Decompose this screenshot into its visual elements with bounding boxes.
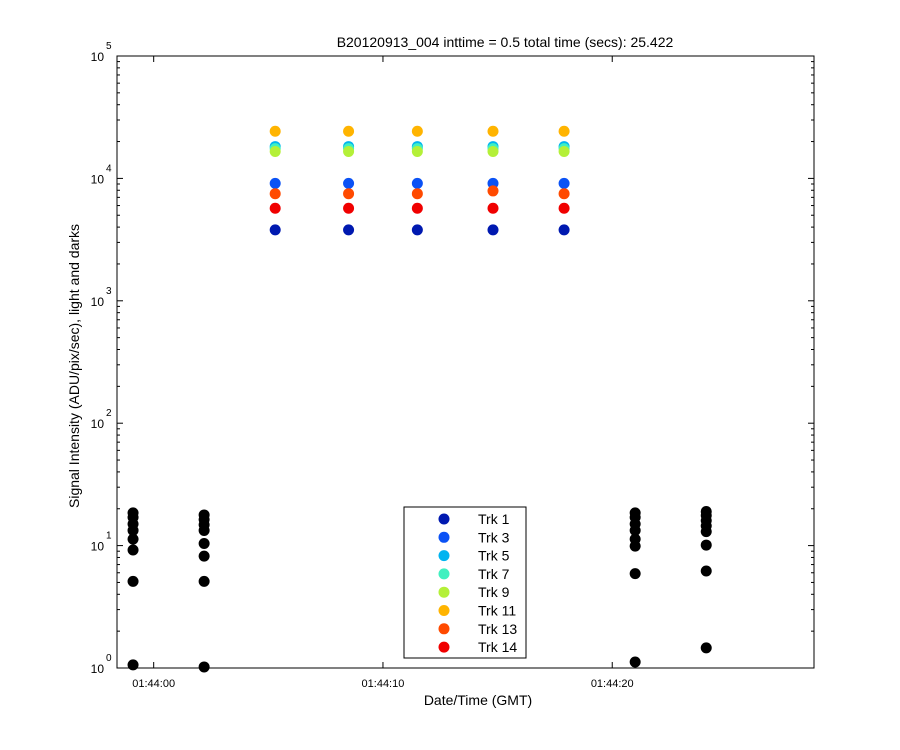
x-tick-label: 01:44:00 [132, 678, 175, 690]
data-point [487, 224, 499, 236]
data-points [127, 125, 712, 673]
data-point [343, 125, 355, 137]
legend-marker [438, 531, 450, 543]
chart-title: B20120913_004 inttime = 0.5 total time (… [337, 34, 674, 50]
data-point [343, 202, 355, 214]
y-tick-label-exponent: 2 [106, 408, 112, 419]
data-point [411, 177, 423, 189]
data-point [343, 224, 355, 236]
dark-data-point [127, 575, 139, 587]
y-axis-label: Signal Intensity (ADU/pix/sec), light an… [66, 224, 82, 508]
legend-label: Trk 14 [478, 639, 517, 655]
y-tick-label-base: 10 [91, 540, 105, 554]
dark-data-point [700, 642, 712, 654]
data-point [487, 177, 499, 189]
data-point [269, 224, 281, 236]
data-point [411, 188, 423, 200]
data-point [558, 125, 570, 137]
data-point [411, 125, 423, 137]
y-tick-label-base: 10 [91, 662, 105, 676]
legend-label: Trk 9 [478, 584, 510, 600]
dark-data-point [198, 661, 210, 673]
y-tick-label-base: 10 [91, 417, 105, 431]
legend-box [403, 506, 527, 659]
dark-data-point [127, 533, 139, 545]
dark-data-point [629, 568, 641, 580]
y-tick-label-exponent: 4 [106, 163, 112, 174]
legend-marker [438, 550, 450, 562]
legend-label: Trk 13 [478, 621, 517, 637]
dark-data-point [127, 659, 139, 671]
data-point [411, 145, 423, 157]
dark-data-point [127, 544, 139, 556]
dark-data-point [700, 526, 712, 538]
data-point [487, 145, 499, 157]
data-point [343, 188, 355, 200]
data-point [343, 177, 355, 189]
data-point [487, 185, 499, 197]
legend: Trk 1 Trk 3 Trk 5 Trk 7 Trk 9 Trk 11 Trk 13 Trk… [403, 506, 527, 659]
dark-data-point [127, 524, 139, 536]
x-tick-label: 01:44:10 [362, 678, 405, 690]
legend-label: Trk 5 [478, 548, 510, 564]
data-point [487, 202, 499, 214]
data-point [411, 202, 423, 214]
data-point [558, 177, 570, 189]
dark-data-point [629, 540, 641, 552]
y-tick-label-base: 10 [91, 50, 105, 64]
x-axis: 01:44:00 01:44:10 01:44:20 [132, 56, 634, 690]
legend-marker [438, 568, 450, 580]
legend-marker [438, 605, 450, 616]
y-tick-label-base: 10 [91, 172, 105, 186]
dark-data-point [198, 538, 210, 550]
y-tick-label-exponent: 5 [106, 41, 112, 52]
data-point [343, 145, 355, 157]
dark-data-point [700, 539, 712, 551]
y-tick-label-base: 10 [91, 295, 105, 309]
data-point [411, 224, 423, 236]
legend-label: Trk 1 [478, 511, 510, 527]
data-point [269, 177, 281, 189]
y-tick-label-exponent: 0 [106, 653, 112, 664]
dark-data-point [700, 565, 712, 577]
x-tick-label: 01:44:20 [591, 678, 634, 690]
dark-data-point [198, 524, 210, 536]
y-tick-label-exponent: 3 [106, 286, 112, 297]
data-point [269, 188, 281, 200]
data-point [558, 224, 570, 236]
legend-label: Trk 7 [478, 566, 510, 582]
legend-label: Trk 11 [478, 603, 516, 619]
data-point [269, 145, 281, 157]
data-point [558, 188, 570, 200]
legend-label: Trk 3 [478, 529, 510, 545]
data-point [487, 125, 499, 137]
legend-marker [438, 641, 450, 653]
data-point [269, 202, 281, 214]
data-point [558, 202, 570, 214]
x-axis-label: Date/Time (GMT) [424, 692, 532, 708]
legend-marker [438, 623, 450, 635]
legend-marker [438, 586, 450, 598]
legend-marker [438, 513, 450, 525]
dark-data-point [198, 550, 210, 562]
data-point [558, 145, 570, 157]
dark-data-point [198, 575, 210, 587]
dark-data-point [629, 524, 641, 536]
y-tick-label-exponent: 1 [106, 531, 112, 542]
data-point [269, 125, 281, 137]
dark-data-point [629, 656, 641, 668]
